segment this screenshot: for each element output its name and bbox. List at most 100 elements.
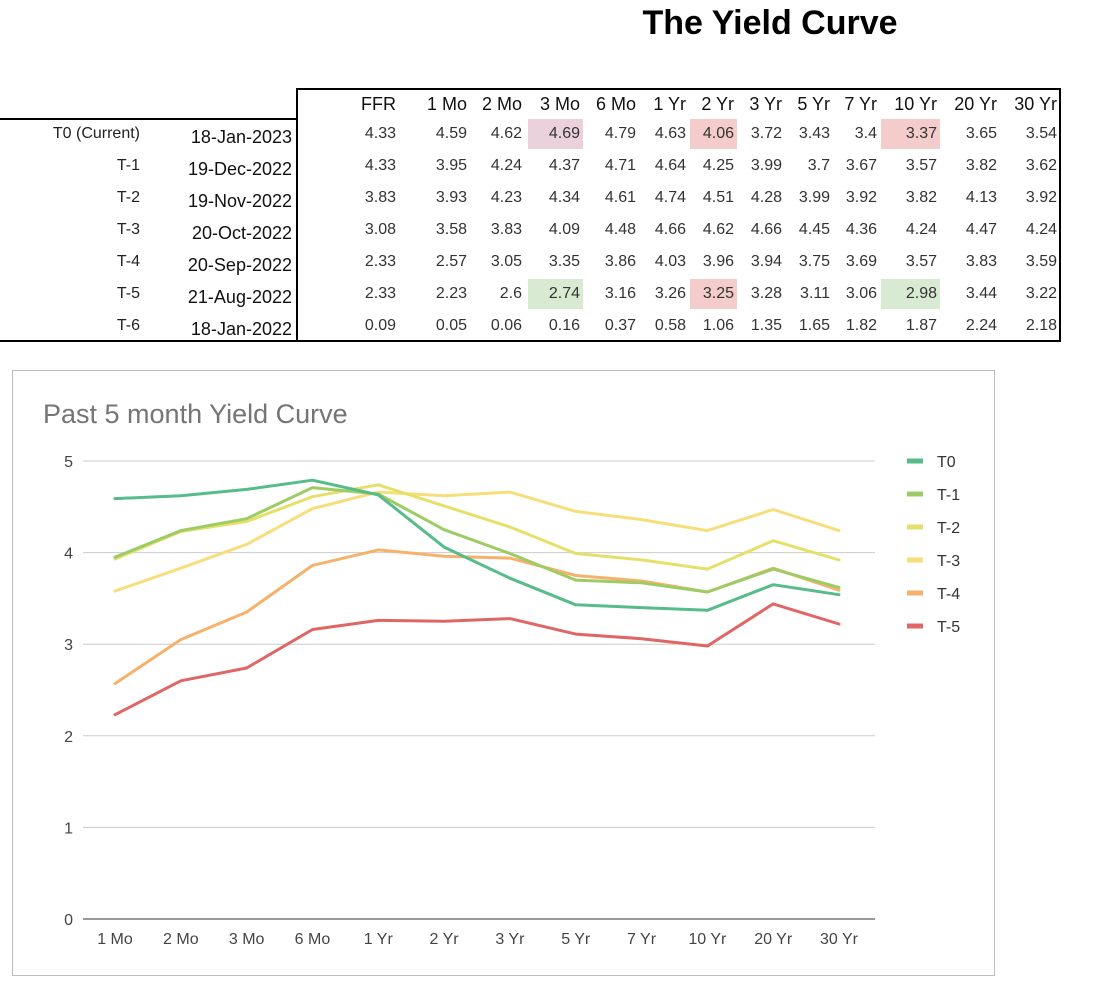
row-label: T-2 bbox=[116, 189, 140, 206]
table-cell[interactable]: 3.67 bbox=[845, 157, 877, 174]
table-cell[interactable]: 3.57 bbox=[905, 157, 937, 174]
table-cell[interactable]: 2.24 bbox=[965, 317, 997, 334]
table-cell[interactable]: 3.57 bbox=[905, 253, 937, 270]
table-cell[interactable]: 3.58 bbox=[435, 221, 467, 238]
table-cell[interactable]: 3.95 bbox=[435, 157, 467, 174]
table-cell[interactable]: 3.62 bbox=[1025, 157, 1057, 174]
table-cell[interactable]: 3.96 bbox=[702, 253, 734, 270]
table-cell[interactable]: 4.36 bbox=[845, 221, 877, 238]
table-cell[interactable]: 4.71 bbox=[604, 157, 636, 174]
row-label: T-4 bbox=[116, 253, 140, 270]
table-cell[interactable]: 3.82 bbox=[965, 157, 997, 174]
table-cell[interactable]: 3.94 bbox=[750, 253, 782, 270]
table-cell[interactable]: 4.24 bbox=[905, 221, 937, 238]
row-date: 19-Dec-2022 bbox=[187, 159, 292, 179]
table-cell[interactable]: 4.45 bbox=[798, 221, 830, 238]
table-cell[interactable]: 4.09 bbox=[548, 221, 580, 238]
table-cell[interactable]: 4.62 bbox=[490, 125, 522, 142]
row-label-bottom-border bbox=[0, 340, 298, 342]
table-cell[interactable]: 3.65 bbox=[965, 125, 997, 142]
table-cell[interactable]: 0.58 bbox=[654, 317, 686, 334]
table-cell[interactable]: 4.37 bbox=[548, 157, 580, 174]
row-date: 18-Jan-2023 bbox=[190, 127, 292, 147]
table-cell[interactable]: 4.61 bbox=[604, 189, 636, 206]
table-cell[interactable]: 3.99 bbox=[798, 189, 830, 206]
x-tick-label: 2 Yr bbox=[430, 931, 460, 948]
table-cell[interactable]: 4.66 bbox=[654, 221, 686, 238]
table-cell[interactable]: 3.16 bbox=[604, 285, 636, 302]
table-cell[interactable]: 3.83 bbox=[490, 221, 522, 238]
table-cell[interactable]: 3.11 bbox=[800, 285, 830, 302]
table-cell[interactable]: 3.35 bbox=[548, 253, 580, 270]
table-cell[interactable]: 4.13 bbox=[965, 189, 997, 206]
table-cell[interactable]: 3.7 bbox=[807, 157, 830, 174]
table-cell[interactable]: 0.37 bbox=[604, 317, 636, 334]
table-cell[interactable]: 2.33 bbox=[364, 253, 396, 270]
row-label: T-6 bbox=[116, 317, 140, 334]
table-cell[interactable]: 3.92 bbox=[1025, 189, 1057, 206]
table-cell[interactable]: 4.28 bbox=[750, 189, 782, 206]
table-cell[interactable]: 4.47 bbox=[965, 221, 997, 238]
table-cell[interactable]: 1.35 bbox=[750, 317, 782, 334]
table-cell[interactable]: 0.16 bbox=[548, 317, 580, 334]
table-cell[interactable]: 4.64 bbox=[654, 157, 686, 174]
table-cell[interactable]: 4.51 bbox=[702, 189, 734, 206]
table-cell[interactable]: 2.98 bbox=[881, 279, 940, 309]
table-cell[interactable]: 2.23 bbox=[435, 285, 467, 302]
table-cell[interactable]: 3.08 bbox=[364, 221, 396, 238]
table-cell[interactable]: 3.25 bbox=[690, 279, 737, 309]
table-cell[interactable]: 3.28 bbox=[750, 285, 782, 302]
table-cell[interactable]: 0.09 bbox=[364, 317, 396, 334]
table-cell[interactable]: 4.62 bbox=[702, 221, 734, 238]
table-cell[interactable]: 3.43 bbox=[798, 125, 830, 142]
table-cell[interactable]: 3.44 bbox=[965, 285, 997, 302]
table-cell[interactable]: 4.69 bbox=[528, 119, 583, 149]
table-cell[interactable]: 4.03 bbox=[654, 253, 686, 270]
table-cell[interactable]: 4.48 bbox=[604, 221, 636, 238]
table-cell[interactable]: 3.82 bbox=[905, 189, 937, 206]
table-cell[interactable]: 3.54 bbox=[1025, 125, 1057, 142]
table-cell[interactable]: 0.06 bbox=[490, 317, 522, 334]
table-cell[interactable]: 2.18 bbox=[1025, 317, 1057, 334]
table-cell[interactable]: 2.6 bbox=[499, 285, 522, 302]
table-cell[interactable]: 3.83 bbox=[364, 189, 396, 206]
table-cell[interactable]: 2.33 bbox=[364, 285, 396, 302]
table-cell[interactable]: 3.06 bbox=[845, 285, 877, 302]
table-cell[interactable]: 4.24 bbox=[1025, 221, 1057, 238]
table-cell[interactable]: 4.25 bbox=[702, 157, 734, 174]
table-cell[interactable]: 3.75 bbox=[798, 253, 830, 270]
table-cell[interactable]: 4.06 bbox=[690, 119, 737, 149]
table-cell[interactable]: 4.33 bbox=[364, 157, 396, 174]
table-cell[interactable]: 4.63 bbox=[654, 125, 686, 142]
table-cell[interactable]: 3.92 bbox=[845, 189, 877, 206]
table-cell[interactable]: 3.86 bbox=[604, 253, 636, 270]
table-cell[interactable]: 4.66 bbox=[750, 221, 782, 238]
table-cell[interactable]: 3.22 bbox=[1025, 285, 1057, 302]
table-cell[interactable]: 1.82 bbox=[845, 317, 877, 334]
table-cell[interactable]: 3.99 bbox=[750, 157, 782, 174]
table-cell[interactable]: 0.05 bbox=[435, 317, 467, 334]
table-cell[interactable]: 4.33 bbox=[364, 125, 396, 142]
table-cell[interactable]: 4.79 bbox=[604, 125, 636, 142]
table-cell[interactable]: 1.06 bbox=[702, 317, 734, 334]
table-cell[interactable]: 3.93 bbox=[435, 189, 467, 206]
table-cell[interactable]: 3.26 bbox=[654, 285, 686, 302]
table-cell[interactable]: 3.05 bbox=[490, 253, 522, 270]
table-cell[interactable]: 3.37 bbox=[881, 119, 940, 149]
table-cell[interactable]: 2.74 bbox=[528, 279, 583, 309]
table-cell[interactable]: 2.57 bbox=[435, 253, 467, 270]
table-cell[interactable]: 1.87 bbox=[905, 317, 937, 334]
row-date: 19-Nov-2022 bbox=[187, 191, 292, 211]
table-cell[interactable]: 3.59 bbox=[1025, 253, 1057, 270]
table-cell[interactable]: 3.83 bbox=[965, 253, 997, 270]
table-cell[interactable]: 4.74 bbox=[654, 189, 686, 206]
table-cell[interactable]: 4.34 bbox=[548, 189, 580, 206]
table-cell[interactable]: 4.23 bbox=[490, 189, 522, 206]
table-cell[interactable]: 1.65 bbox=[798, 317, 830, 334]
table-cell[interactable]: 3.4 bbox=[854, 125, 877, 142]
table-cell[interactable]: 4.24 bbox=[490, 157, 522, 174]
table-cell[interactable]: 3.69 bbox=[845, 253, 877, 270]
table-cell[interactable]: 3.72 bbox=[750, 125, 782, 142]
series-line-t-3 bbox=[113, 490, 841, 593]
table-cell[interactable]: 4.59 bbox=[435, 125, 467, 142]
